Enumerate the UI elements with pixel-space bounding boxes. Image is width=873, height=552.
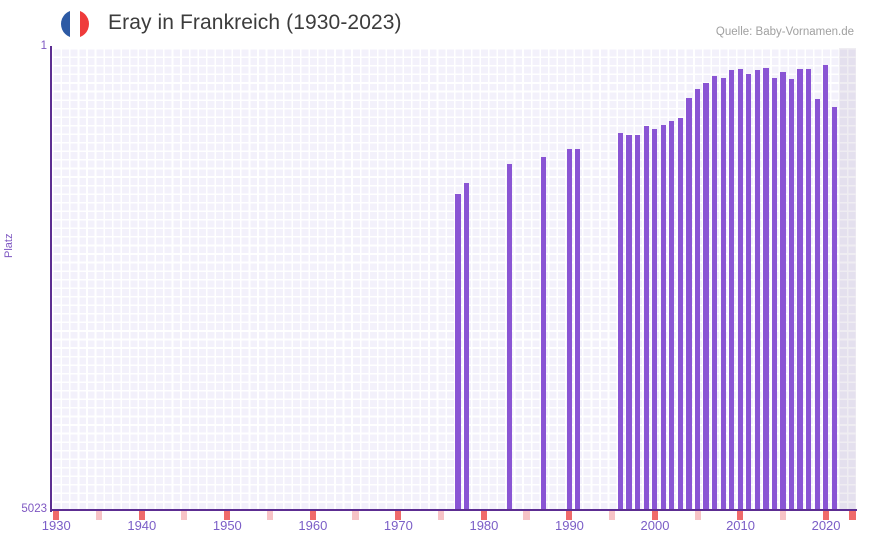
y-axis-tick-bottom: 5023 (21, 503, 47, 515)
tick-mark-minor (181, 511, 188, 520)
bar (771, 77, 778, 510)
bar (823, 64, 829, 510)
bar (455, 193, 461, 510)
tick-mark-major (53, 511, 60, 520)
tick-mark-major (822, 511, 829, 520)
bar (617, 132, 624, 510)
bar (694, 88, 701, 510)
bar (506, 164, 512, 510)
tick-mark-major (309, 511, 316, 520)
x-axis-tick-label: 1940 (127, 518, 157, 533)
bar (686, 97, 692, 510)
bar (703, 83, 709, 510)
tick-mark-major (737, 511, 744, 520)
tick-mark-minor (780, 511, 787, 520)
chart-header: Eray in Frankreich (1930-2023) Quelle: B… (0, 0, 873, 46)
tick-mark-major (651, 511, 658, 520)
bar (729, 70, 735, 510)
tick-mark-major (566, 511, 573, 520)
x-axis-tick-marks (52, 511, 856, 520)
x-axis-tick-label: 1990 (554, 518, 584, 533)
tick-mark-minor (694, 511, 701, 520)
page-title: Eray in Frankreich (1930-2023) (108, 11, 402, 34)
x-axis-tick-label: 1970 (383, 518, 413, 533)
bar (780, 72, 786, 510)
tick-mark-major (849, 511, 856, 520)
bar (634, 134, 641, 510)
tick-mark-minor (437, 511, 445, 520)
bar (669, 120, 675, 510)
flag-stripe-red (79, 10, 89, 38)
y-axis-line (50, 46, 53, 512)
bar (660, 124, 666, 510)
bar (806, 69, 812, 510)
bar (540, 156, 547, 510)
x-axis-tick-label: 2020 (811, 518, 841, 533)
bar (754, 70, 761, 510)
tick-mark-minor (352, 511, 359, 520)
bar (763, 67, 769, 510)
bar (677, 118, 684, 510)
x-axis-tick-label: 1960 (298, 518, 328, 533)
chart-plot-area (52, 48, 856, 510)
bar (788, 78, 795, 510)
x-axis-tick-label: 1980 (469, 518, 499, 533)
x-axis-tick-labels: 1930 1940 1950 1960 1970 1980 1990 2000 2010 2020 (42, 514, 856, 538)
x-axis-tick-label: 2000 (640, 518, 670, 533)
bar (746, 74, 752, 510)
bar (720, 77, 726, 510)
france-flag-icon (61, 10, 89, 38)
bar (711, 75, 718, 510)
bar (643, 125, 649, 510)
bar-series (52, 48, 856, 510)
bar (626, 134, 632, 510)
bar (814, 98, 820, 510)
tick-mark-minor (608, 511, 616, 520)
x-axis-tick-label: 2010 (726, 518, 755, 533)
tick-mark-minor (95, 511, 102, 520)
flag-stripe-blue (61, 10, 71, 38)
bar (575, 148, 581, 510)
source-label: Quelle: Baby-Vornamen.de (715, 26, 854, 38)
x-axis-line (50, 509, 857, 512)
bar (797, 69, 803, 510)
tick-mark-major (480, 511, 487, 520)
flag-stripe-white (70, 10, 80, 38)
x-axis-tick-label: 1950 (212, 518, 242, 533)
tick-mark-major (138, 511, 145, 520)
bar (737, 68, 743, 510)
bar (831, 107, 837, 510)
tick-mark-minor (523, 511, 530, 520)
tick-mark-major (395, 511, 402, 520)
bar (463, 182, 470, 510)
bar (652, 129, 658, 510)
bar (566, 148, 572, 510)
tick-mark-major (224, 511, 231, 520)
x-axis-tick-label: 1930 (41, 518, 71, 533)
y-axis-title: Platz (3, 233, 15, 258)
tick-mark-minor (266, 511, 273, 520)
y-axis-tick-top: 1 (40, 40, 47, 52)
